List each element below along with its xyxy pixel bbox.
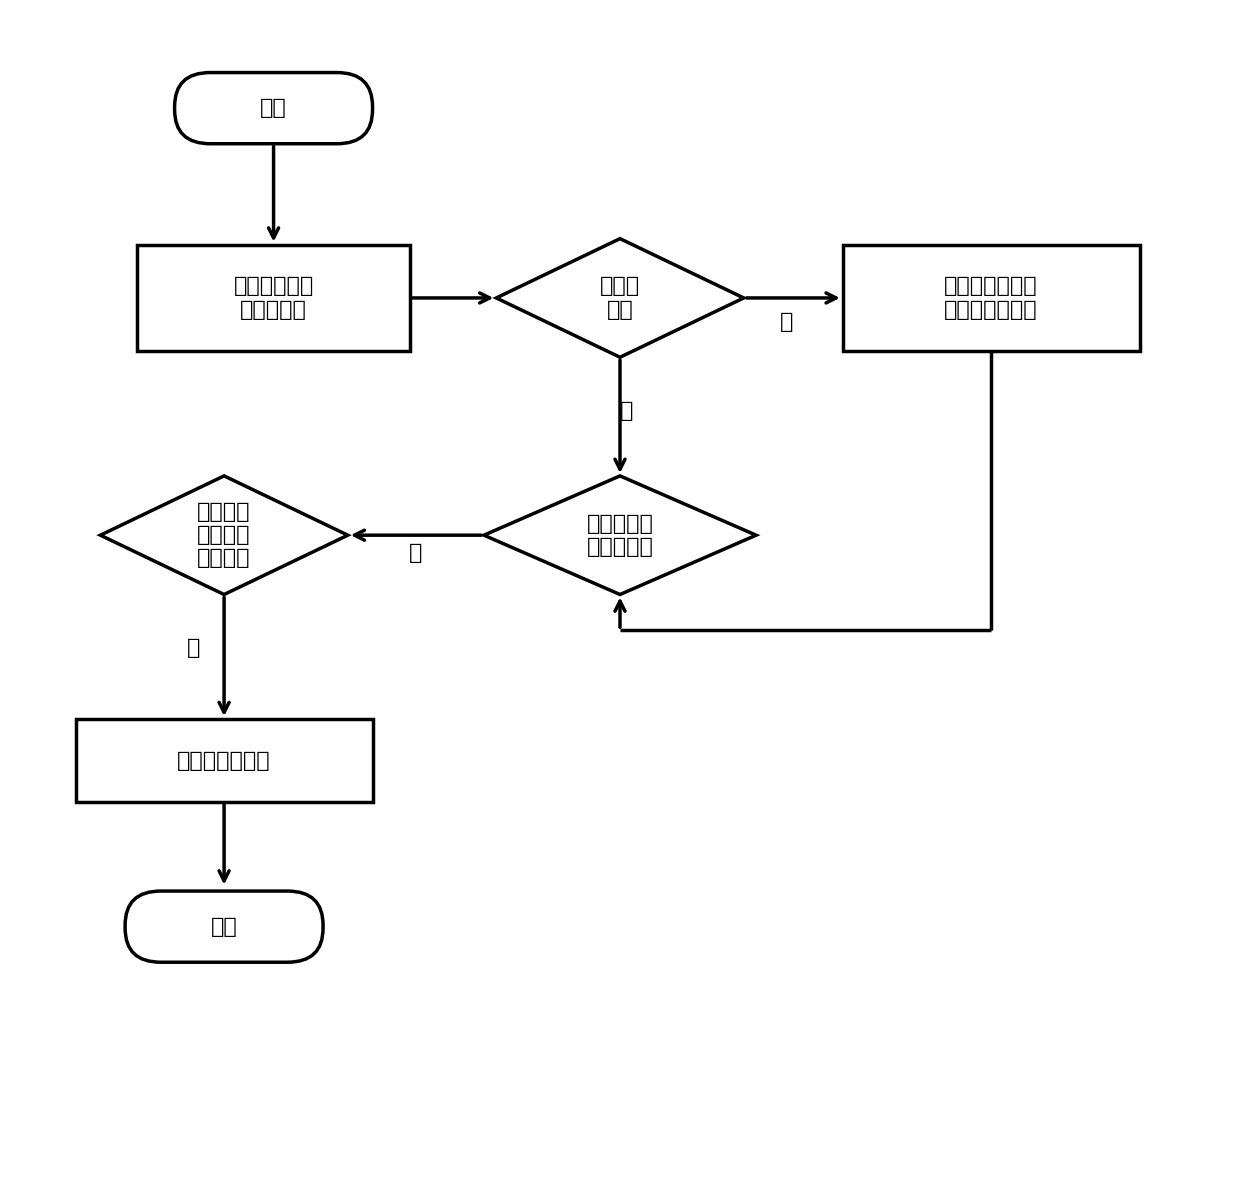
Text: 所有采集
设备数据
全部接收: 所有采集 设备数据 全部接收 <box>197 502 250 568</box>
Text: 请求各采集设
备发送数据: 请求各采集设 备发送数据 <box>233 276 314 320</box>
Polygon shape <box>496 239 744 357</box>
Polygon shape <box>100 476 347 594</box>
Text: 是: 是 <box>186 637 200 658</box>
Bar <box>843 245 1140 351</box>
FancyBboxPatch shape <box>125 891 324 962</box>
Text: 开始: 开始 <box>260 99 286 118</box>
Text: 结束: 结束 <box>211 917 238 937</box>
Text: 是: 是 <box>620 401 632 421</box>
Bar <box>138 245 409 351</box>
Polygon shape <box>484 476 756 594</box>
Text: 使用采集备用设
备替换故障设备: 使用采集备用设 备替换故障设备 <box>945 276 1038 320</box>
Text: 否: 否 <box>780 312 794 332</box>
Text: 计算得到检测值: 计算得到检测值 <box>177 750 270 770</box>
Text: 是: 是 <box>409 543 423 562</box>
Bar <box>76 719 372 803</box>
FancyBboxPatch shape <box>175 73 372 144</box>
Text: 接收到
数据: 接收到 数据 <box>600 276 640 320</box>
Text: 接收的数据
在偏置域内: 接收的数据 在偏置域内 <box>587 514 653 556</box>
